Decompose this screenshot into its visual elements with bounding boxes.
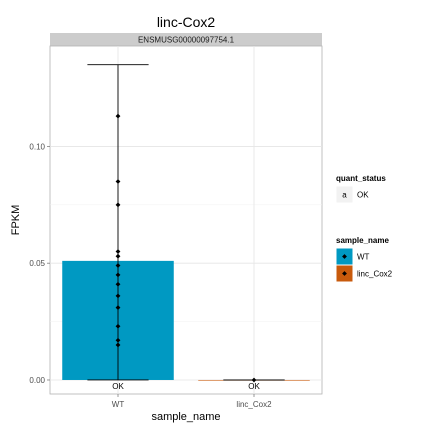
data-point-WT [115, 342, 121, 348]
x-axis-ticks: WT linc_Cox2 [112, 394, 272, 409]
legend-title-quant-status: quant_status [336, 174, 386, 183]
data-point-WT [115, 263, 121, 268]
legend-label-WT: WT [357, 253, 370, 262]
data-point-WT [115, 305, 121, 310]
legend-key-glyph: a [342, 191, 347, 200]
x-tick-label: linc_Cox2 [236, 400, 272, 409]
x-axis-title: sample_name [151, 411, 220, 423]
facet-strip [50, 33, 322, 46]
data-point-WT [115, 323, 121, 329]
data-point-WT [115, 113, 121, 119]
data-point-WT [115, 337, 121, 343]
data-point-WT [115, 272, 121, 278]
bar-labels: OK OK [112, 382, 260, 391]
facet-strip-label: ENSMUSG00000097754.1 [138, 36, 235, 45]
legend-title-sample-name: sample_name [336, 236, 389, 245]
y-axis-ticks: 0.00 0.05 0.10 [29, 142, 50, 385]
legend-point-glyph [342, 254, 347, 259]
data-point-WT [115, 293, 121, 299]
y-tick-label: 0.10 [29, 142, 45, 151]
bar-label-linc_Cox2: OK [248, 382, 260, 391]
legend-key-quant-status [335, 185, 354, 204]
legend-label-quant-status: OK [357, 191, 369, 200]
data-point-WT [115, 202, 121, 208]
data-point-linc_Cox2 [251, 377, 257, 383]
x-tick-label: WT [112, 400, 125, 409]
data-point-WT [115, 179, 121, 184]
legend-label-linc_Cox2: linc_Cox2 [357, 270, 393, 279]
y-axis-title: FPKM [10, 205, 22, 236]
chart-title: linc-Cox2 [157, 14, 216, 30]
data-point-WT [115, 281, 121, 287]
y-tick-label: 0.05 [29, 259, 45, 268]
y-tick-label: 0.00 [29, 376, 45, 385]
data-points [115, 113, 257, 383]
data-point-WT [115, 249, 121, 254]
legend-point-glyph [342, 271, 347, 276]
data-point-WT [115, 253, 121, 259]
bar-label-WT: OK [112, 382, 124, 391]
